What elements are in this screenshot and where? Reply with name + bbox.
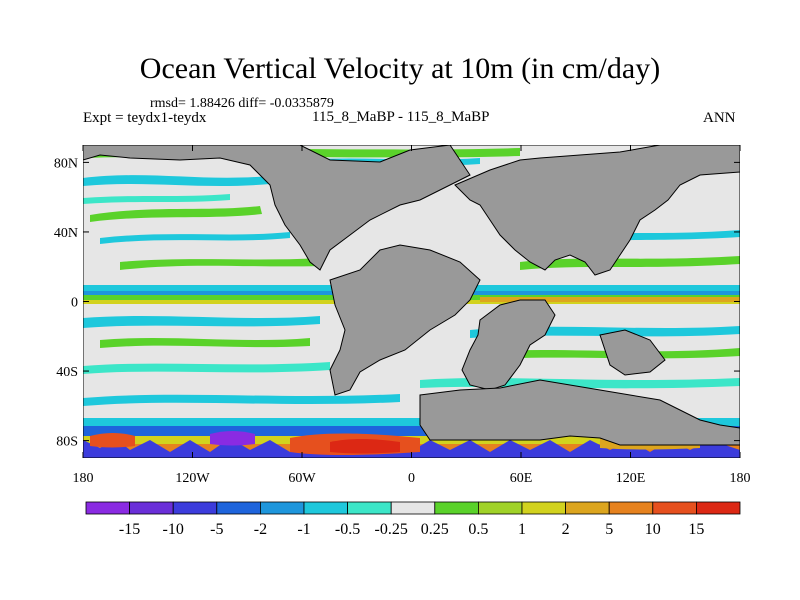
colorbar-swatch [217, 502, 261, 514]
colorbar: -15 -10 -5 -2 -1 -0.5 -0.25 0.25 0.5 1 2 5 10 15 [86, 502, 740, 538]
colorbar-swatch [522, 502, 566, 514]
colorbar-label: 2 [562, 521, 570, 538]
colorbar-label: 15 [688, 521, 704, 538]
colorbar-label: -15 [119, 521, 140, 538]
colorbar-swatch [478, 502, 522, 514]
x-tick-label: 60E [510, 471, 533, 486]
y-tick-label: 80N [54, 156, 78, 171]
colorbar-label: 5 [605, 521, 613, 538]
y-tick-label: 0 [71, 296, 78, 311]
x-tick-label: 0 [408, 471, 415, 486]
map-plot [83, 145, 740, 458]
colorbar-swatch [653, 502, 697, 514]
x-tick-label: 60W [288, 471, 316, 486]
colorbar-label: 0.5 [468, 521, 488, 538]
colorbar-swatch [609, 502, 653, 514]
y-tick-label: 80S [56, 435, 78, 450]
x-tick-label: 120E [616, 471, 646, 486]
colorbar-swatch [304, 502, 348, 514]
x-tick-label: 180 [73, 471, 94, 486]
x-tick-label: 180 [730, 471, 751, 486]
colorbar-swatch [696, 502, 740, 514]
colorbar-swatch [566, 502, 610, 514]
colorbar-swatch [130, 502, 174, 514]
colorbar-swatch [86, 502, 130, 514]
colorbar-swatch [173, 502, 217, 514]
colorbar-label: 0.25 [421, 521, 449, 538]
colorbar-label: -1 [297, 521, 310, 538]
colorbar-label: 1 [518, 521, 526, 538]
colorbar-swatch [391, 502, 435, 514]
chart-canvas: 180 120W 60W 0 60E 120E 18080N40N040S80S -15 -1… [0, 0, 800, 600]
y-tick-label: 40S [56, 365, 78, 380]
colorbar-swatch [348, 502, 392, 514]
colorbar-label: -0.25 [375, 521, 408, 538]
colorbar-label: -2 [254, 521, 267, 538]
colorbar-swatch [260, 502, 304, 514]
colorbar-label: -0.5 [335, 521, 360, 538]
colorbar-label: 10 [645, 521, 661, 538]
x-tick-label: 120W [175, 471, 210, 486]
y-tick-label: 40N [54, 226, 78, 241]
colorbar-label: -5 [210, 521, 223, 538]
colorbar-label: -10 [163, 521, 184, 538]
colorbar-swatch [435, 502, 479, 514]
